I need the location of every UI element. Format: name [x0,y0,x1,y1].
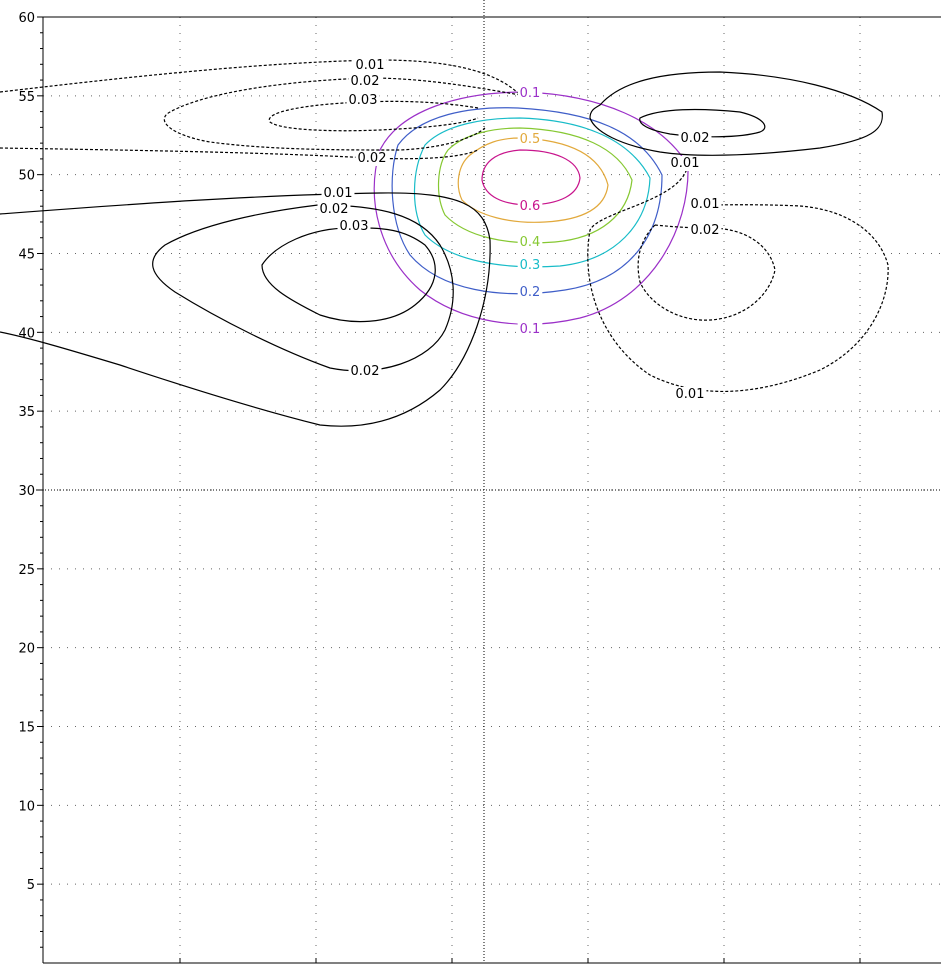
contour-label-neg-0.02-right: 0.02 [691,223,720,238]
contour-label-0.2-bg [517,285,543,300]
y-tick-label: 30 [18,484,35,499]
contour-label-neg-0.02b-bg [355,151,389,166]
contour-label-neg-0.02b: 0.02 [358,151,387,166]
contour-label-neg-0.02-right-bg [688,223,722,238]
contour-label-pos-0.02b-bg [348,364,382,379]
contour-0.6 [481,149,581,206]
contour-label-pos-0.02-bg [317,202,351,217]
contour-label-pos-0.02: 0.02 [320,202,349,217]
y-tick-label: 45 [18,248,35,263]
y-tick-label: 60 [18,11,35,26]
contour-0.3 [413,117,651,268]
contour-label-neg-0.01: 0.01 [356,58,385,73]
y-tick-label: 5 [27,878,35,893]
contour-label-0.1-bottom-bg [517,322,543,337]
contour-neg-0.01-left [0,147,479,160]
contour-label-neg-0.01-right-bg [688,197,722,212]
contour-0.5 [457,137,609,223]
contour-label-pos-0.02-right-bg [678,131,712,146]
contour-label-0.1-top: 0.1 [520,86,541,101]
contour-label-0.3: 0.3 [520,258,541,273]
grid [33,0,941,963]
contour-label-pos-0.01: 0.01 [324,186,353,201]
contour-label-0.1-bottom: 0.1 [520,322,541,337]
contour-neg-0.03-upper [268,100,479,132]
y-tick-label: 40 [18,326,35,341]
contour-label-pos-0.01-right: 0.01 [671,156,700,171]
contour-label-pos-0.01-bg [321,186,355,201]
contour-label-neg-0.01-bg [353,58,387,73]
y-tick-label: 10 [18,799,35,814]
contour-pos-0.03-left [261,227,436,323]
contour-label-pos-0.01-right-bg [668,156,702,171]
contour-label-pos-0.03: 0.03 [340,219,369,234]
y-tick-label: 35 [18,405,35,420]
axes: 5 10 15 20 25 30 35 40 45 50 55 60 [18,11,941,964]
contour-neg-0.01-right [587,159,889,392]
contour-label-0.6-bg [517,199,543,214]
y-tick-label: 50 [18,169,35,184]
contour-pos-0.02-left [152,204,454,372]
y-tick-label: 25 [18,563,35,578]
y-tick-label: 20 [18,642,35,657]
contour-0.1 [373,91,689,325]
contour-neg-0.02-right [637,224,776,321]
contour-pos-0.01-right [589,71,883,156]
y-tick-label: 15 [18,721,35,736]
contour-label-pos-0.02b: 0.02 [351,364,380,379]
contour-label-0.2: 0.2 [520,285,541,300]
contour-label-neg-0.02-bg [348,74,382,89]
contour-label-0.3-bg [517,258,543,273]
contour-label-0.4-bg [517,235,543,250]
contour-pos-0.02-right [639,108,766,138]
contours [0,59,889,427]
contour-label-neg-0.01-right: 0.01 [691,197,720,212]
contour-0.4 [437,127,633,244]
contour-label-neg-0.03: 0.03 [349,93,378,108]
contour-labels: 0.010.020.030.020.010.020.030.020.020.01… [317,58,722,402]
contour-label-pos-0.03-bg [337,219,371,234]
contour-label-neg-0.03-bg [346,93,380,108]
contour-label-0.5: 0.5 [520,132,541,147]
contour-0.2 [391,107,663,295]
contour-label-neg-0.02: 0.02 [351,74,380,89]
contour-label-0.4: 0.4 [520,235,541,250]
contour-label-0.6: 0.6 [520,199,541,214]
contour-neg-0.01-upper [0,59,521,96]
y-tick-label: 55 [18,90,35,105]
contour-label-neg-0.01-right-b: 0.01 [676,387,705,402]
contour-label-neg-0.01-right-b-bg [673,387,707,402]
contour-neg-0.02-upper [163,77,521,151]
contour-label-0.5-bg [517,132,543,147]
contour-label-pos-0.02-right: 0.02 [681,131,710,146]
contour-pos-0.01-left [0,192,491,427]
contour-label-0.1-top-bg [517,86,543,101]
